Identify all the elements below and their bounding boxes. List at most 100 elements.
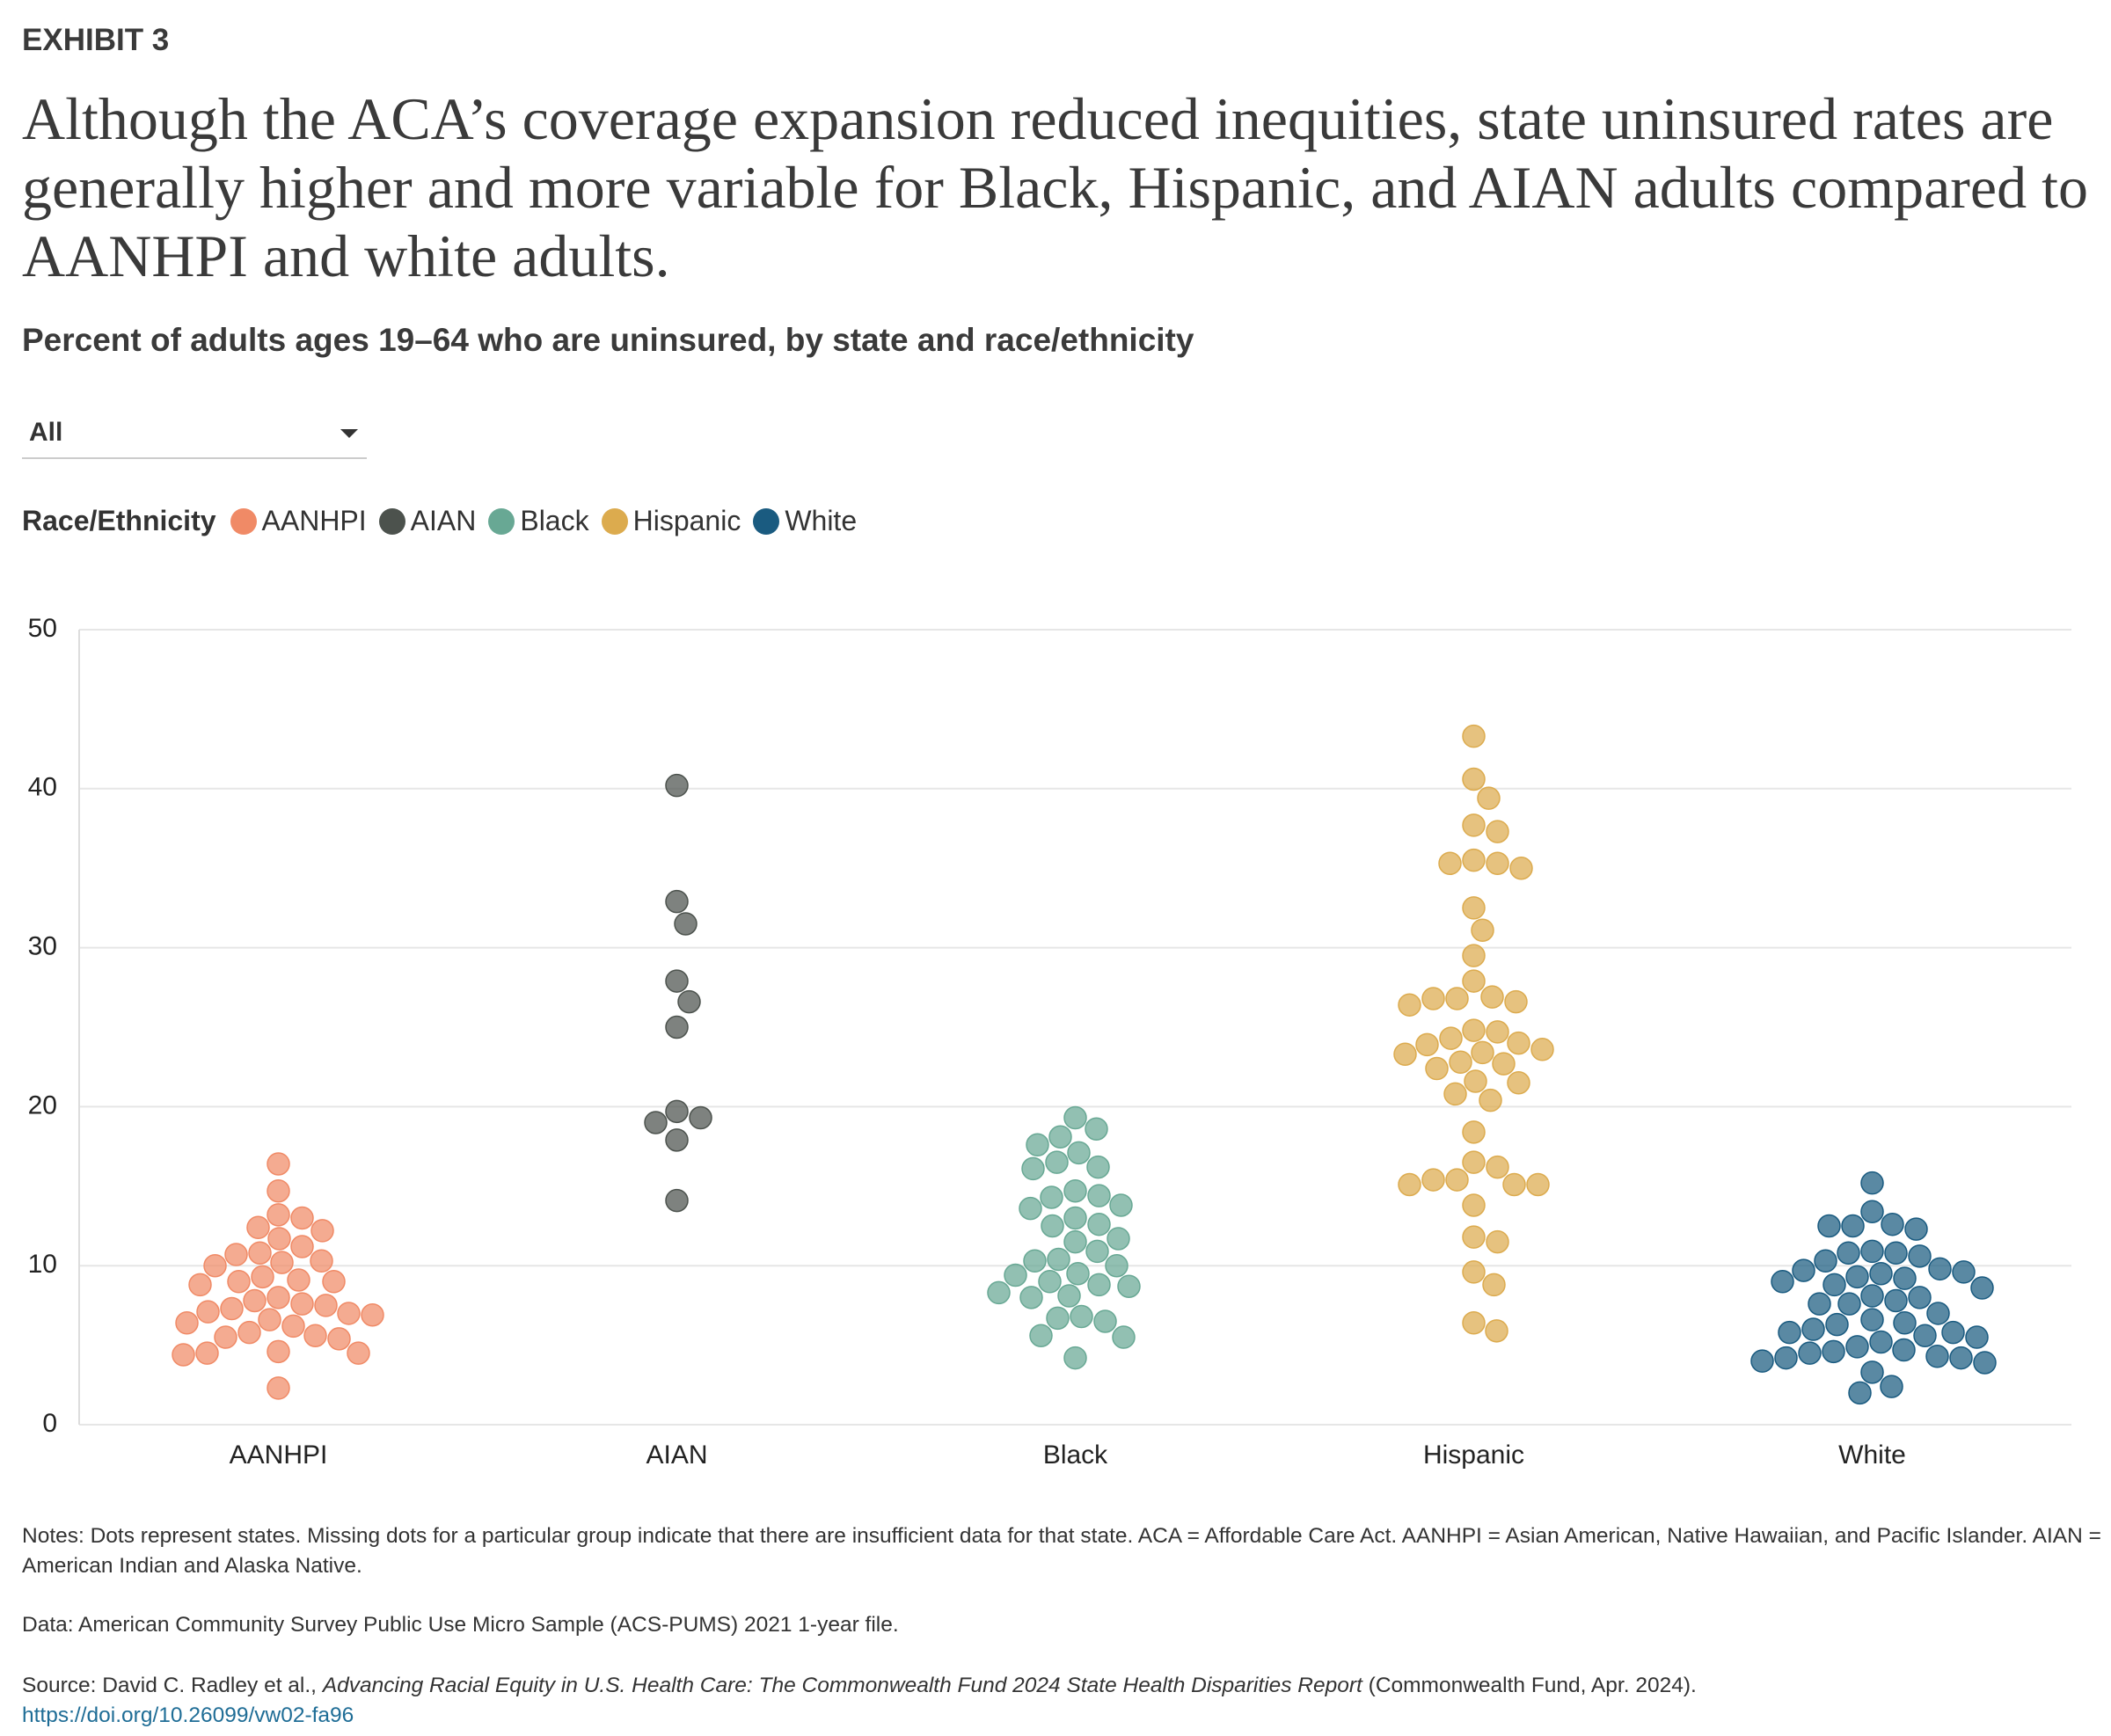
- dot: [1509, 856, 1533, 880]
- dot: [665, 1099, 689, 1124]
- dot: [267, 1203, 290, 1227]
- dot: [1112, 1325, 1136, 1349]
- dropdown-caret[interactable]: [340, 429, 358, 438]
- headline: Although the ACA’s coverage expansion re…: [22, 85, 2088, 289]
- source-link[interactable]: https://doi.org/10.26099/vw02-fa96: [22, 1703, 354, 1727]
- dot: [665, 969, 689, 993]
- dot: [1941, 1320, 1965, 1345]
- dot: [665, 1015, 689, 1039]
- dot: [665, 889, 689, 914]
- dot: [1949, 1346, 1973, 1370]
- dot: [1482, 1273, 1506, 1297]
- dot: [1860, 1200, 1884, 1223]
- dot: [1893, 1266, 1917, 1290]
- legend-swatch: [230, 507, 257, 535]
- data-note: Data: American Community Survey Public U…: [22, 1613, 899, 1637]
- dot: [172, 1343, 195, 1367]
- dot: [1047, 1247, 1070, 1272]
- legend-item: AIAN: [378, 505, 477, 537]
- y-tick-label: 30: [28, 932, 57, 961]
- dot: [1004, 1263, 1027, 1287]
- dot: [1093, 1309, 1117, 1333]
- dot: [1462, 944, 1486, 967]
- x-tick-label: AANHPI: [230, 1441, 328, 1470]
- dot: [267, 1227, 291, 1251]
- dot: [281, 1314, 305, 1338]
- legend-item: Black: [488, 505, 589, 537]
- dot: [1504, 989, 1528, 1014]
- dot: [1462, 896, 1486, 920]
- dot: [1462, 1018, 1486, 1042]
- dot: [1485, 1319, 1508, 1343]
- dot: [290, 1235, 314, 1258]
- dot: [1425, 1056, 1449, 1081]
- dot: [1845, 1265, 1869, 1289]
- dot: [196, 1300, 220, 1324]
- y-tick-label: 50: [28, 614, 57, 643]
- dot: [1814, 1249, 1837, 1273]
- dot: [987, 1280, 1011, 1305]
- dot: [1952, 1260, 1976, 1284]
- dot: [1462, 1225, 1486, 1249]
- dot: [1085, 1239, 1109, 1264]
- dot: [677, 989, 701, 1014]
- dot: [1479, 1088, 1502, 1112]
- dot: [1398, 1172, 1421, 1197]
- dot: [243, 1288, 267, 1313]
- y-tick-label: 40: [28, 773, 57, 802]
- dot: [1438, 851, 1462, 876]
- dot: [227, 1270, 251, 1294]
- dot: [267, 1152, 290, 1176]
- dot: [1023, 1249, 1047, 1273]
- dot: [1105, 1253, 1129, 1278]
- dot: [1486, 1155, 1509, 1179]
- dot: [310, 1219, 334, 1243]
- dot: [1841, 1214, 1865, 1238]
- dot: [1860, 1284, 1884, 1308]
- dot: [1480, 985, 1504, 1009]
- dot: [1462, 1311, 1486, 1335]
- dot: [267, 1178, 290, 1203]
- dot: [347, 1341, 370, 1365]
- dot: [322, 1270, 346, 1294]
- legend-label: AIAN: [410, 505, 477, 536]
- dot: [1926, 1302, 1950, 1325]
- dot: [314, 1294, 338, 1317]
- dot: [1526, 1172, 1550, 1197]
- dot: [1063, 1346, 1087, 1370]
- dot: [1087, 1184, 1111, 1207]
- dot: [1421, 1168, 1445, 1192]
- legend-label: Hispanic: [632, 505, 741, 536]
- source: Source: David C. Radley et al., Advancin…: [22, 1671, 2107, 1701]
- dot: [361, 1302, 384, 1327]
- filter-value[interactable]: All: [29, 418, 63, 447]
- dot: [1817, 1214, 1841, 1238]
- dot: [327, 1327, 351, 1351]
- dot: [1087, 1273, 1111, 1297]
- dot: [1486, 820, 1509, 843]
- exhibit-label: EXHIBIT 3: [22, 23, 170, 57]
- x-tick-label: AIAN: [646, 1441, 707, 1470]
- legend-swatch: [753, 507, 780, 535]
- dot: [1019, 1196, 1042, 1221]
- filter-dropdown[interactable]: All: [22, 413, 367, 459]
- dot: [175, 1311, 199, 1335]
- dot: [1421, 987, 1445, 1010]
- dot: [1913, 1324, 1937, 1348]
- dot: [1893, 1311, 1917, 1335]
- dot: [1443, 1082, 1467, 1106]
- dot: [1884, 1288, 1908, 1313]
- dot: [246, 1215, 270, 1240]
- dot: [1048, 1125, 1072, 1149]
- dot: [1117, 1274, 1141, 1298]
- x-tick-label: Hispanic: [1423, 1441, 1524, 1470]
- dot: [1439, 1026, 1463, 1050]
- dot: [1837, 1241, 1860, 1265]
- dot: [1778, 1320, 1801, 1345]
- dot: [1067, 1141, 1091, 1165]
- legend-label: AANHPI: [261, 505, 367, 536]
- dot: [1825, 1312, 1849, 1337]
- dot: [1471, 918, 1494, 942]
- dot: [1486, 1020, 1509, 1044]
